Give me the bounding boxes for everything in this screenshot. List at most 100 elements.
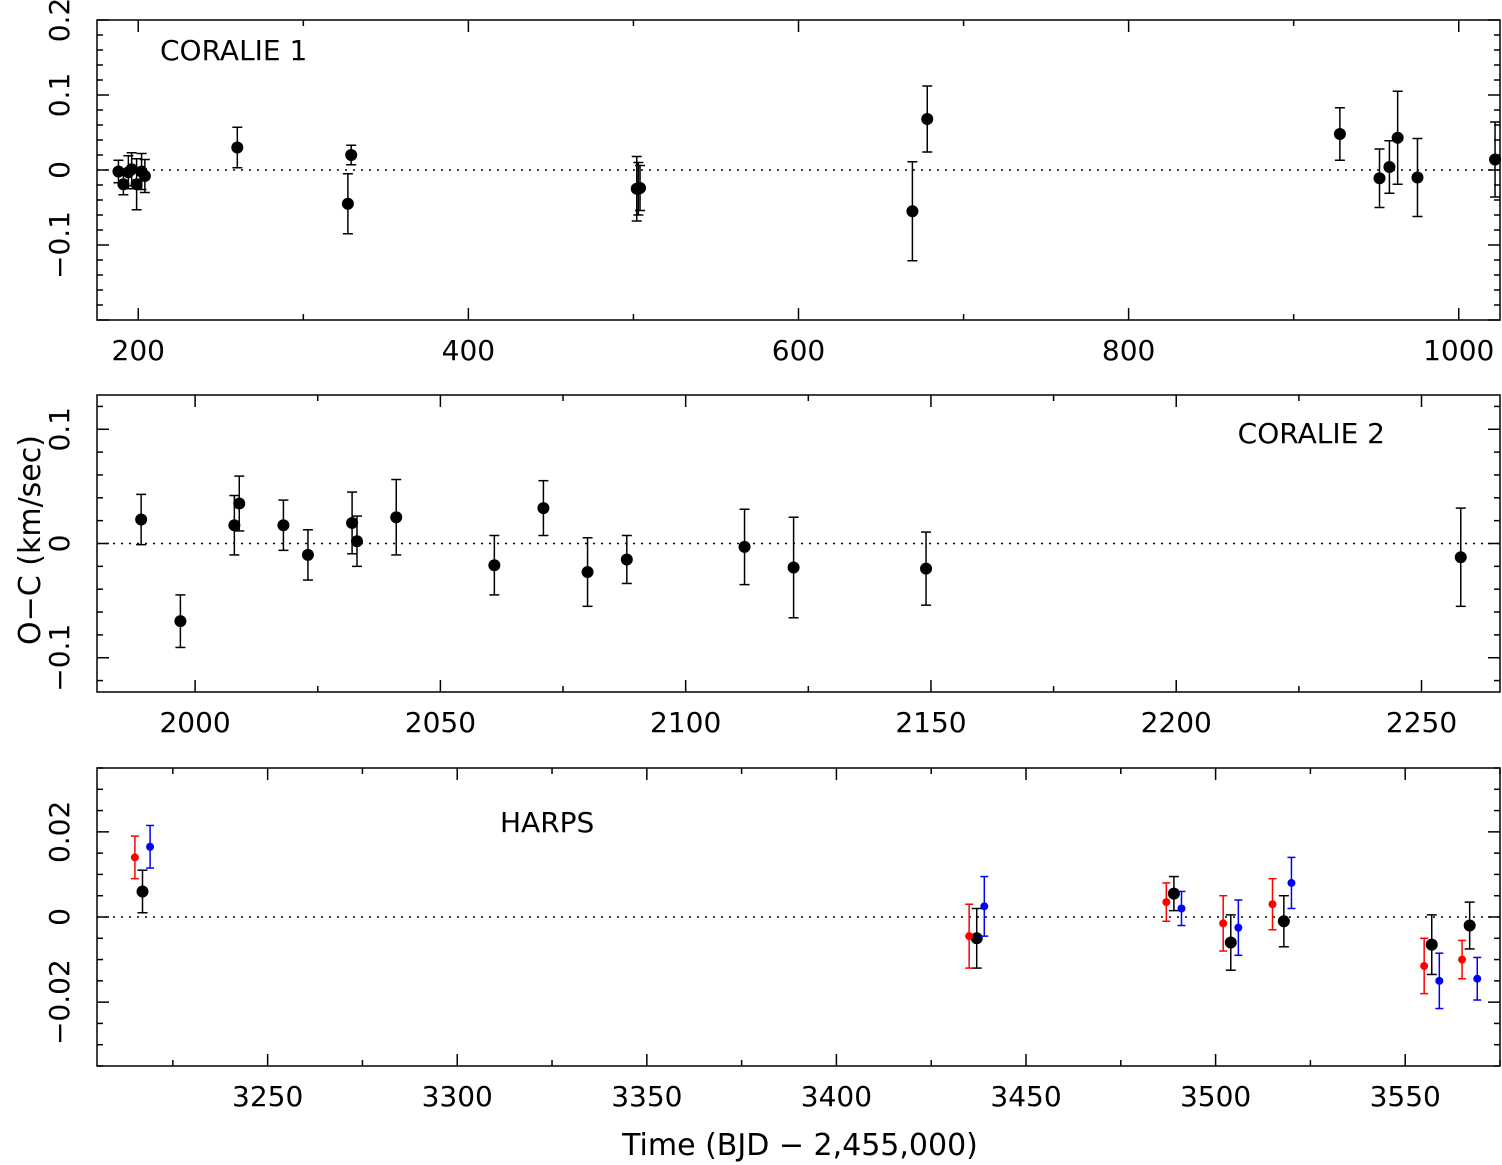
data-point — [125, 152, 138, 187]
data-point — [581, 537, 594, 608]
point-marker — [228, 519, 241, 532]
series-black — [136, 869, 1476, 976]
data-point — [1454, 507, 1467, 608]
x-tick-label: 3300 — [422, 1080, 493, 1113]
point-marker — [1425, 938, 1438, 951]
x-tick-label: 2100 — [650, 706, 721, 739]
data-point — [1219, 894, 1228, 952]
y-tick-label: −0.02 — [43, 959, 76, 1045]
data-point — [1167, 875, 1180, 912]
y-tick-label: 0.1 — [43, 73, 76, 118]
y-tick-label: 0 — [43, 535, 76, 553]
point-marker — [117, 178, 130, 191]
y-tick-label: 0 — [43, 161, 76, 179]
data-point — [787, 516, 800, 619]
data-point — [1268, 877, 1277, 931]
data-point — [146, 824, 155, 869]
data-point — [277, 499, 290, 552]
data-point — [138, 158, 151, 194]
y-tick-label: −0.1 — [43, 211, 76, 279]
x-tick-label: 3450 — [990, 1080, 1061, 1113]
point-marker — [341, 197, 354, 210]
point-marker — [1268, 900, 1277, 909]
data-point — [390, 478, 403, 556]
x-tick-label: 2000 — [159, 706, 230, 739]
point-marker — [488, 559, 501, 572]
point-marker — [233, 497, 246, 510]
point-marker — [138, 170, 151, 182]
data-point — [1458, 939, 1467, 980]
panel-label: HARPS — [500, 806, 594, 839]
point-marker — [1435, 976, 1444, 985]
point-marker — [965, 932, 974, 941]
point-marker — [1391, 131, 1404, 144]
x-axis-title: Time (BJD − 2,455,000) — [621, 1128, 978, 1163]
point-marker — [345, 149, 358, 161]
data-point — [980, 875, 989, 937]
x-tick-label: 3350 — [611, 1080, 682, 1113]
series-blue — [146, 824, 1482, 1010]
point-marker — [620, 553, 633, 566]
series-coralie-2 — [135, 475, 1467, 649]
panel-label: CORALIE 2 — [1238, 417, 1385, 450]
x-tick-label: 3550 — [1370, 1080, 1441, 1113]
point-marker — [174, 615, 187, 628]
x-tick-label: 2150 — [895, 706, 966, 739]
point-marker — [1473, 974, 1482, 983]
point-marker — [1373, 172, 1386, 185]
data-point — [1287, 856, 1296, 910]
y-tick-label: −0.1 — [43, 624, 76, 692]
data-point — [1463, 901, 1476, 950]
point-marker — [1454, 551, 1467, 564]
point-marker — [1411, 171, 1424, 184]
point-marker — [1287, 878, 1296, 887]
point-marker — [1234, 923, 1243, 932]
y-tick-label: 0.2 — [43, 0, 76, 42]
data-point — [135, 493, 148, 546]
data-point — [136, 869, 149, 914]
data-point — [350, 515, 363, 568]
data-point — [1234, 899, 1243, 957]
point-marker — [1489, 153, 1502, 166]
point-marker — [970, 932, 983, 945]
data-point — [1411, 137, 1424, 218]
x-tick-label: 1000 — [1423, 334, 1494, 367]
data-point — [301, 529, 314, 581]
data-point — [738, 508, 751, 586]
series-red — [130, 835, 1467, 995]
point-marker — [1383, 161, 1396, 173]
data-point — [1162, 882, 1171, 923]
data-point — [1373, 148, 1386, 209]
point-marker — [146, 842, 155, 851]
x-tick-label: 2250 — [1386, 706, 1457, 739]
point-marker — [787, 561, 800, 574]
point-marker — [1177, 904, 1186, 913]
data-point — [1224, 914, 1237, 971]
data-point — [1425, 914, 1438, 976]
data-point — [965, 903, 974, 969]
data-point — [537, 479, 550, 537]
data-point — [1383, 140, 1396, 194]
point-marker — [906, 205, 919, 218]
point-marker — [301, 548, 314, 561]
y-axis-title: O−C (km/sec) — [13, 435, 48, 645]
data-point — [634, 164, 647, 212]
point-marker — [980, 902, 989, 911]
point-marker — [920, 562, 933, 575]
point-marker — [1162, 898, 1171, 907]
data-point — [920, 531, 933, 606]
point-marker — [350, 535, 363, 548]
x-tick-label: 3250 — [232, 1080, 303, 1113]
point-marker — [581, 566, 594, 579]
point-marker — [125, 163, 138, 176]
point-marker — [1333, 128, 1346, 140]
point-marker — [135, 513, 148, 526]
data-point — [231, 126, 244, 169]
point-marker — [136, 885, 149, 898]
data-point — [1391, 90, 1404, 185]
x-tick-label: 200 — [112, 334, 165, 367]
data-point — [341, 173, 354, 235]
point-marker — [1277, 915, 1290, 928]
data-point — [921, 85, 934, 153]
